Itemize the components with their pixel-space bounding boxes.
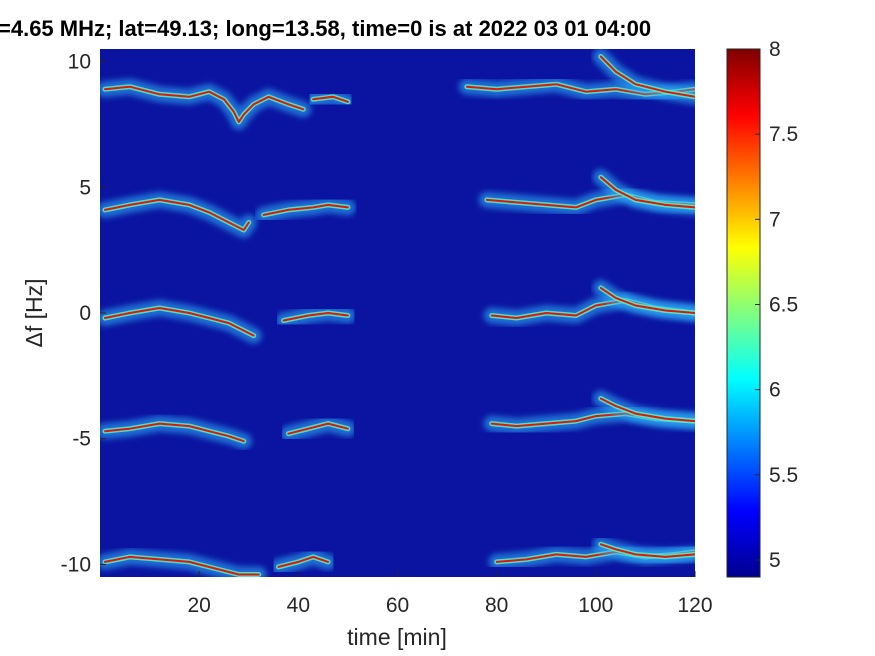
x-tick-label: 120	[677, 594, 712, 617]
y-axis: -10 -5 0 5 10	[61, 51, 106, 576]
trace-line	[599, 55, 695, 98]
trace-line	[277, 555, 330, 568]
x-axis: 20 40 60 80 100 120	[187, 571, 713, 617]
colorbar-tick-label: 5	[769, 549, 781, 572]
colorbar-tick-label: 7	[769, 208, 781, 231]
y-tick-label: 10	[68, 51, 91, 74]
x-tick-label: 20	[187, 594, 210, 617]
trace-layer	[100, 49, 695, 577]
chart-title: =4.65 MHz; lat=49.13; long=13.58, time=0…	[0, 16, 651, 41]
trace-line	[599, 176, 695, 209]
trace-line	[599, 397, 695, 423]
colorbar	[726, 48, 761, 578]
colorbar-tick-label: 6	[769, 379, 781, 402]
y-tick-label: -5	[72, 428, 91, 451]
trace-line	[104, 555, 260, 576]
y-tick-label: 5	[79, 176, 91, 199]
trace-line	[104, 422, 245, 443]
trace-line	[262, 203, 349, 216]
trace-line	[282, 312, 349, 322]
colorbar-tick-label: 6.5	[769, 293, 798, 316]
trace-line	[287, 422, 349, 435]
y-tick-label: -10	[61, 553, 91, 576]
trace-line	[104, 85, 305, 123]
x-tick-label: 60	[386, 594, 409, 617]
colorbar-tick-label: 8	[769, 38, 781, 61]
colorbar-axis: 5 5.5 6 6.5 7 7.5 8	[755, 38, 798, 572]
x-axis-title: time [min]	[347, 624, 447, 650]
trace-line	[599, 543, 695, 558]
trace-line	[312, 95, 349, 103]
trace-line	[104, 307, 255, 337]
colorbar-tick-label: 5.5	[769, 464, 798, 487]
y-axis-title: Δf [Hz]	[21, 278, 47, 347]
x-tick-label: 80	[485, 594, 508, 617]
trace-line	[599, 286, 695, 314]
trace-line	[104, 198, 250, 231]
y-tick-label: 0	[79, 302, 91, 325]
x-tick-label: 100	[578, 594, 613, 617]
x-tick-label: 40	[287, 594, 310, 617]
colorbar-tick-label: 7.5	[769, 123, 798, 146]
